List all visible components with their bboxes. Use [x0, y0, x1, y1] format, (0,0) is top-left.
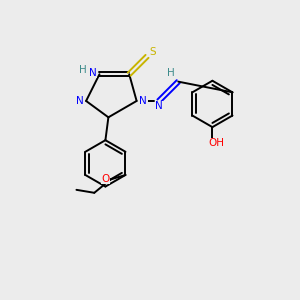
Text: N: N: [76, 96, 83, 106]
Text: OH: OH: [208, 139, 224, 148]
Text: H: H: [167, 68, 175, 78]
Text: S: S: [150, 47, 156, 57]
Text: N: N: [89, 68, 97, 78]
Text: N: N: [139, 96, 147, 106]
Text: H: H: [79, 65, 87, 75]
Text: O: O: [101, 174, 110, 184]
Text: N: N: [155, 101, 163, 111]
